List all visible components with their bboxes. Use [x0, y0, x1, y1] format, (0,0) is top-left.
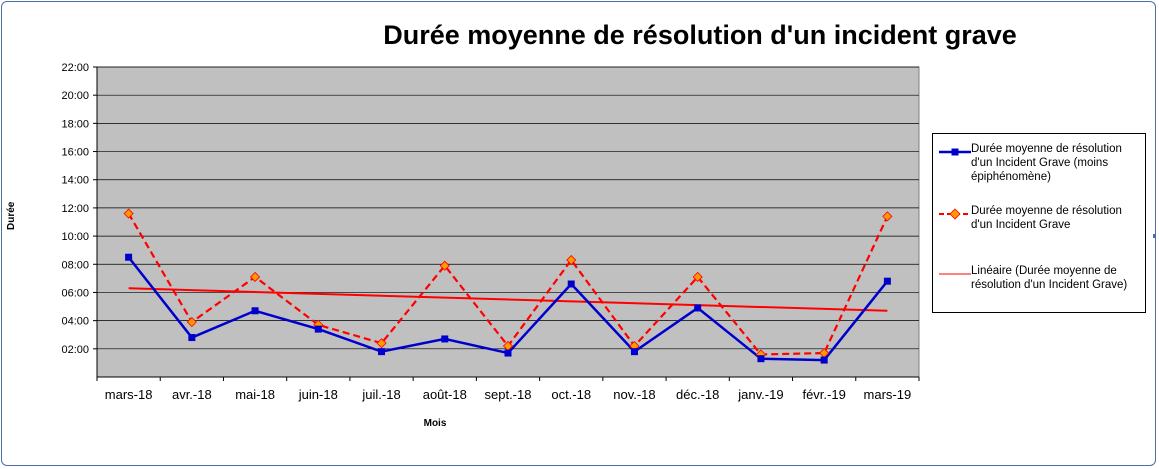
legend-swatch-trend [939, 273, 971, 275]
legend-swatch-red-dashed [939, 208, 971, 220]
x-tick-label: août-18 [423, 387, 467, 402]
point-incident-grave [439, 260, 450, 271]
y-tick-label: 16:00 [61, 147, 89, 159]
y-tick-label: 22:00 [61, 62, 89, 74]
point-incident-grave [123, 208, 134, 219]
x-tick-label: sept.-18 [485, 387, 532, 402]
x-tick-label: mai-18 [235, 387, 275, 402]
x-axis-label: Mois [423, 418, 447, 429]
x-tick-label: janv.-19 [737, 387, 783, 402]
x-tick-label: juin-18 [298, 387, 338, 402]
y-tick-label: 02:00 [61, 344, 89, 356]
point-moins-epiphenomene [441, 335, 449, 343]
y-tick-label: 20:00 [61, 90, 89, 102]
point-moins-epiphenomene [630, 348, 638, 356]
x-tick-label: nov.-18 [613, 387, 655, 402]
y-tick-label: 14:00 [61, 175, 89, 187]
point-moins-epiphenomene [694, 304, 702, 312]
legend-label-series-2: Durée moyenne de résolution d'un Inciden… [971, 205, 1122, 231]
x-tick-label: avr.-18 [172, 387, 212, 402]
y-tick-labels: 02:00 04:00 06:00 08:00 10:00 12:00 14:00 16:00… [61, 62, 89, 356]
legend-swatch-blue [939, 148, 971, 156]
chart-title: Durée moyenne de résolution d'un inciden… [383, 20, 1017, 50]
y-tick-label: 06:00 [61, 287, 89, 299]
point-moins-epiphenomene [314, 325, 322, 333]
y-tick-label: 08:00 [61, 259, 89, 271]
x-tick-label: mars-19 [864, 387, 912, 402]
legend: Durée moyenne de résolution d'un Inciden… [932, 133, 1146, 313]
x-tick-label: mars-18 [105, 387, 153, 402]
frame-edge-marker [1153, 234, 1155, 238]
legend-label-series-1: Durée moyenne de résolution d'un Inciden… [971, 143, 1122, 183]
x-tick-label: déc.-18 [676, 387, 719, 402]
y-tick-label: 18:00 [61, 118, 89, 130]
point-incident-grave [692, 271, 703, 283]
point-moins-epiphenomene [757, 355, 765, 363]
point-incident-grave [882, 211, 893, 222]
point-moins-epiphenomene [567, 280, 575, 288]
legend-label-trendline: Linéaire (Durée moyenne de résolution d'… [971, 265, 1128, 291]
x-tick-labels: mars-18 avr.-18 mai-18 juin-18 juil.-18 août-… [105, 387, 911, 402]
point-incident-grave [566, 254, 577, 266]
point-moins-epiphenomene [251, 307, 259, 315]
plot-area [96, 66, 920, 378]
trendline [128, 287, 888, 312]
point-incident-grave [186, 316, 197, 328]
point-moins-epiphenomene [504, 349, 512, 357]
y-tick-label: 10:00 [61, 231, 89, 243]
y-tick-label: 12:00 [61, 203, 89, 215]
x-tick-label: févr.-19 [802, 387, 845, 402]
series-layer [123, 208, 893, 364]
point-moins-epiphenomene [378, 348, 386, 356]
point-incident-grave [250, 271, 261, 283]
point-moins-epiphenomene [820, 356, 828, 364]
x-tick-label: oct.-18 [551, 387, 591, 402]
point-moins-epiphenomene [883, 277, 891, 285]
x-tick-label: juil.-18 [361, 387, 400, 402]
point-moins-epiphenomene [125, 253, 133, 261]
y-tick-label: 04:00 [61, 316, 89, 328]
point-moins-epiphenomene [188, 334, 196, 342]
point-incident-grave [376, 338, 387, 349]
